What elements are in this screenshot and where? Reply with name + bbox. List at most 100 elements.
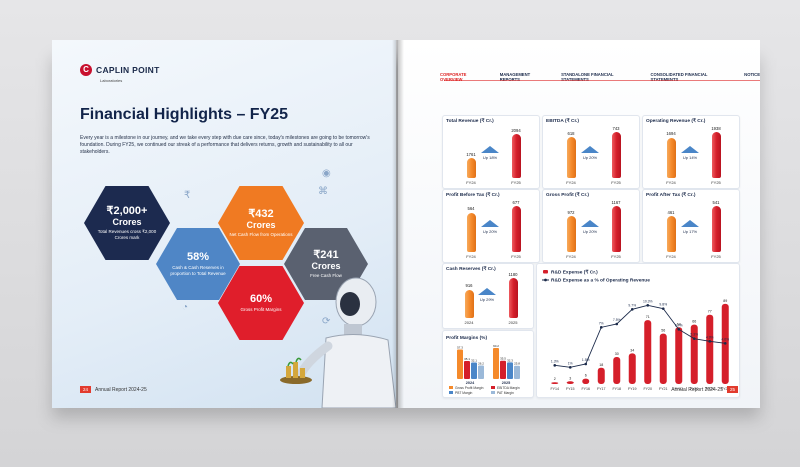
card-profit-after-tax: Profit After Tax (₹ Cr.) 461 FY24 Up 17%… — [642, 189, 740, 263]
hex-net-cash-flow-unit: Crores — [246, 220, 276, 230]
right-page-number: 25 — [726, 386, 738, 393]
rnd-percent-line — [554, 304, 726, 368]
hex-total-revenue: ₹2,000+ Crores Total Revenues cross ₹2,0… — [84, 186, 170, 260]
rnd-percent-point — [568, 366, 572, 369]
rnd-bar — [613, 357, 621, 384]
margin-year-label: 2025 — [502, 381, 510, 385]
rnd-percent-label: 9.8% — [659, 303, 667, 307]
bar-fy24 — [567, 137, 576, 178]
bar-fy25 — [612, 132, 621, 178]
growth-arrow-icon — [581, 146, 599, 153]
legend-label: EBITDA Margin — [497, 386, 520, 390]
year-label: FY25 — [711, 180, 721, 185]
card-cash-reserves: Cash Reserves (₹ Cr.) 916 2024 Up 29% 11… — [442, 263, 534, 329]
growth-label: Up 20% — [582, 155, 598, 160]
rnd-expense-chart: R&D Expense (₹ Cr.) R&D Expense as a % of… — [542, 270, 730, 391]
rnd-bar-value: 71 — [646, 315, 650, 319]
bar-fy25 — [512, 206, 521, 252]
rnd-year-label: FY22 — [674, 387, 683, 391]
rnd-year-label: FY16 — [581, 387, 590, 391]
rnd-year-label: FY21 — [659, 387, 668, 391]
growth-arrow-icon — [681, 220, 699, 227]
legend-swatch — [543, 270, 548, 274]
rnd-percent-label: 6.7% — [675, 323, 683, 327]
pie-chart-icon: ◔ — [182, 302, 189, 313]
rnd-bar-value: 89 — [723, 299, 727, 303]
brand-mark-icon: C — [80, 64, 92, 76]
card-total-revenue: Total Revenue (₹ Cr.) 1761 FY24 Up 18% 2… — [442, 115, 540, 189]
rnd-bar — [706, 314, 714, 384]
legend-swatch — [491, 391, 495, 394]
year-label: FY24 — [466, 180, 476, 185]
value-fy24: 1761 — [466, 152, 476, 157]
growth-label: Up 29% — [479, 297, 495, 302]
nav-consolidated-statements[interactable]: CONSOLIDATED FINANCIAL STATEMENTS — [650, 72, 708, 82]
card-title: Total Revenue (₹ Cr.) — [446, 119, 494, 124]
right-footer: Annual Report 2024-25 25 — [671, 386, 738, 393]
value-fy25: 1938 — [711, 126, 721, 131]
rnd-year-label: FY15 — [566, 387, 575, 391]
legend-label: Gross Profit Margin — [455, 386, 484, 390]
year-label: FY24 — [466, 254, 476, 259]
left-footer: 24 Annual Report 2024-25 — [80, 386, 147, 393]
brand-name: CAPLIN POINT — [96, 65, 160, 75]
margin-bar — [493, 348, 499, 379]
year-label: 2024 — [464, 320, 474, 325]
margin-bar — [471, 362, 477, 379]
book-gutter — [392, 40, 404, 408]
rnd-bar-value: 63 — [677, 322, 681, 326]
hex-cash-reserves-caption: Cash & Cash Reserves in proportion to To… — [170, 265, 226, 276]
legend-swatch — [449, 386, 453, 389]
legend-label: PBT Margin — [455, 391, 473, 395]
rnd-percent-label: 9.7% — [628, 303, 636, 307]
rnd-percent-point — [723, 342, 727, 345]
rnd-percent-label: 1% — [568, 361, 573, 365]
growth-arrow-icon — [481, 146, 499, 153]
value-fy24: 618 — [567, 131, 575, 136]
value-fy24: 1694 — [666, 131, 676, 136]
rnd-bar — [628, 353, 636, 384]
card-title: Cash Reserves (₹ Cr.) — [446, 267, 496, 272]
year-label: FY25 — [511, 180, 521, 185]
card-profit-before-tax: Profit Before Tax (₹ Cr.) 564 FY24 Up 20… — [442, 189, 540, 263]
value-fy25: 541 — [712, 200, 720, 205]
hex-gross-margin: 60% Gross Profit Margins — [218, 266, 304, 340]
rnd-percent-label: 1.3% — [551, 359, 559, 363]
margin-value-label: 32.1 — [471, 358, 477, 362]
nav-corporate-overview[interactable]: CORPORATE OVERVIEW — [440, 72, 467, 82]
hex-total-revenue-caption: Total Revenues cross ₹2,000 Crores mark — [97, 229, 157, 240]
margin-bar — [478, 365, 484, 379]
rnd-bar — [566, 381, 574, 384]
year-label: FY25 — [611, 254, 621, 259]
bar-fy25 — [712, 132, 721, 178]
rnd-year-label: FY23 — [690, 387, 699, 391]
hex-total-revenue-unit: Crores — [112, 217, 142, 227]
card-ebitda: EBITDA (₹ Cr.) 618 FY24 Up 20% 743 FY25 — [542, 115, 640, 189]
hex-net-cash-flow-caption: Net Cash Flow from Operations — [229, 232, 293, 237]
rnd-bar — [659, 333, 667, 384]
hex-total-revenue-value: ₹2,000+ — [106, 205, 148, 217]
year-label: FY24 — [666, 254, 676, 259]
legend-label: R&D Expense as a % of Operating Revenue — [551, 278, 650, 284]
rnd-bar-value: 66 — [692, 320, 696, 324]
right-page: CORPORATE OVERVIEW MANAGEMENT REPORTS ST… — [398, 40, 760, 408]
margin-bar — [457, 349, 463, 379]
year-label: FY25 — [511, 254, 521, 259]
hex-cash-reserves: 58% Cash & Cash Reserves in proportion t… — [156, 228, 240, 300]
rnd-percent-point — [615, 322, 619, 326]
nav-standalone-statements[interactable]: STANDALONE FINANCIAL STATEMENTS — [561, 72, 614, 82]
rnd-bar-value: 56 — [661, 329, 665, 333]
bar-fy24 — [567, 216, 576, 252]
rnd-year-label: FY24 — [705, 387, 714, 391]
rnd-bar-value: 2 — [554, 377, 556, 381]
year-label: FY25 — [711, 254, 721, 259]
nav-notice[interactable]: NOTICE — [744, 72, 760, 77]
margin-value-label: 25.8 — [514, 362, 520, 366]
bar-fy24 — [467, 158, 476, 178]
bar-fy24 — [667, 216, 676, 252]
value-fy25: 743 — [612, 126, 620, 131]
year-label: FY24 — [566, 180, 576, 185]
value-fy24: 461 — [667, 210, 675, 215]
rnd-percent-point — [677, 328, 681, 331]
nav-management-reports[interactable]: MANAGEMENT REPORTS — [499, 72, 531, 82]
